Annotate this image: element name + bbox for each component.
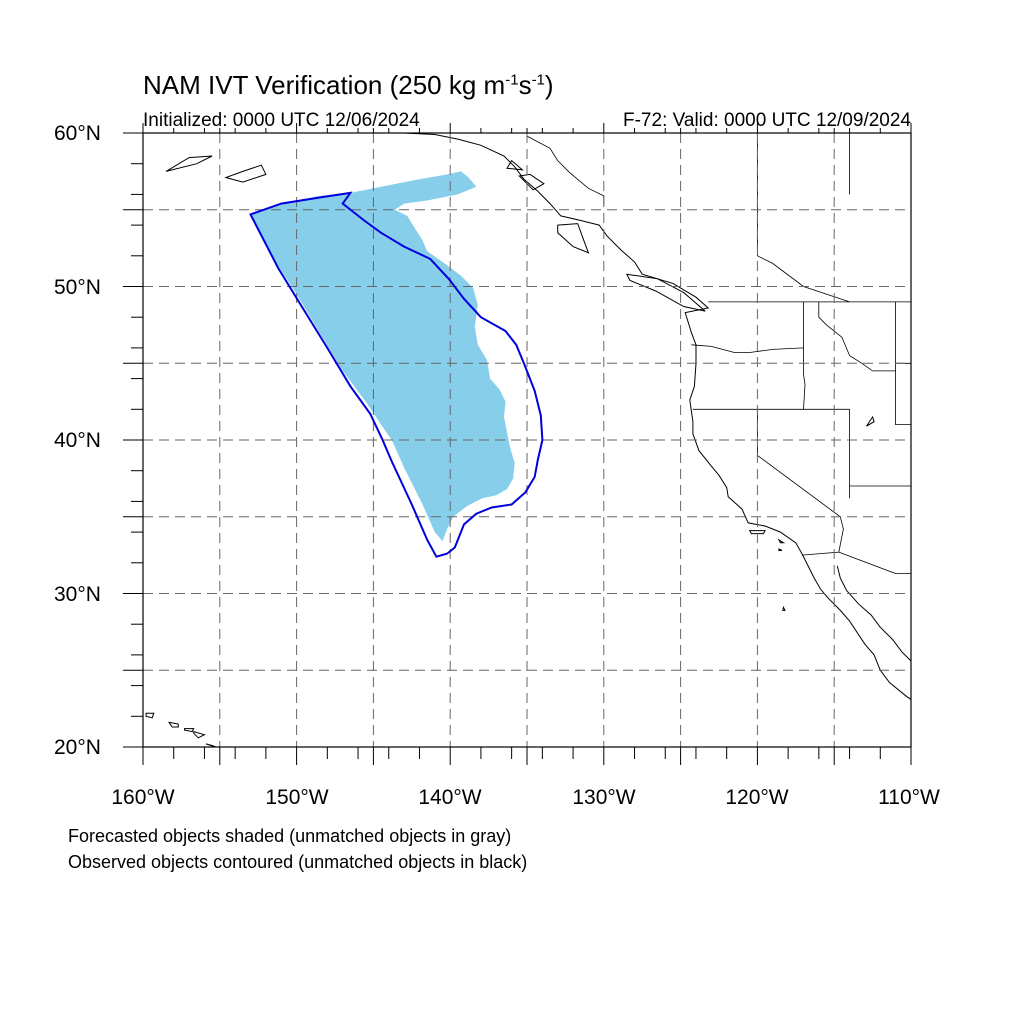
island-outline: [625, 273, 706, 312]
lon-label-110w: 110°W: [878, 786, 940, 809]
island-outline: [184, 728, 195, 733]
forecast-object-shading: [250, 171, 515, 542]
lat-label-60n: 60°N: [54, 122, 101, 145]
political-border: [818, 301, 896, 372]
lat-label-50n: 50°N: [54, 276, 101, 299]
observed-object-contour: [249, 191, 544, 558]
island-outline: [193, 730, 206, 739]
island-outline: [224, 164, 267, 183]
island-outline: [506, 159, 524, 171]
political-border: [757, 133, 850, 303]
political-border: [895, 363, 911, 426]
island-outline: [205, 743, 218, 747]
island-outline: [518, 173, 545, 191]
island-outline: [777, 538, 786, 544]
lon-label-120w: 120°W: [725, 786, 789, 809]
lon-label-160w: 160°W: [111, 786, 175, 809]
island-outline: [145, 712, 155, 719]
lat-label-30n: 30°N: [54, 583, 101, 606]
lon-label-150w: 150°W: [265, 786, 329, 809]
island-outline: [866, 415, 875, 427]
island-outline: [557, 223, 590, 254]
political-border: [757, 409, 841, 518]
political-border: [526, 135, 605, 206]
political-border: [803, 301, 806, 410]
axis-ticks: [123, 123, 912, 765]
graticule: [143, 133, 911, 747]
forecast-ivt-object: [250, 171, 515, 542]
island-outline: [782, 605, 786, 611]
political-border: [801, 516, 844, 556]
political-border: [838, 551, 911, 574]
valid-time: F-72: Valid: 0000 UTC 12/09/2024: [623, 110, 911, 131]
observed-ivt-contour: [249, 191, 544, 558]
lon-label-130w: 130°W: [572, 786, 636, 809]
gulf-of-california-coast: [836, 565, 911, 662]
island-outline: [778, 548, 783, 551]
island-outline: [165, 155, 213, 172]
island-outline: [748, 530, 766, 535]
lat-label-20n: 20°N: [54, 736, 101, 759]
observed-note: Observed objects contoured (unmatched ob…: [68, 852, 528, 872]
lon-label-140w: 140°W: [418, 786, 482, 809]
map-frame: [142, 132, 912, 748]
forecast-note: Forecasted objects shaded (unmatched obj…: [68, 826, 512, 846]
island-outline: [168, 721, 179, 728]
lat-label-40n: 40°N: [54, 429, 101, 452]
initialized-time: Initialized: 0000 UTC 12/06/2024: [143, 110, 420, 131]
chart-title: NAM IVT Verification (250 kg m-1s-1): [143, 70, 554, 100]
political-border: [691, 344, 804, 353]
political-border: [895, 301, 911, 364]
